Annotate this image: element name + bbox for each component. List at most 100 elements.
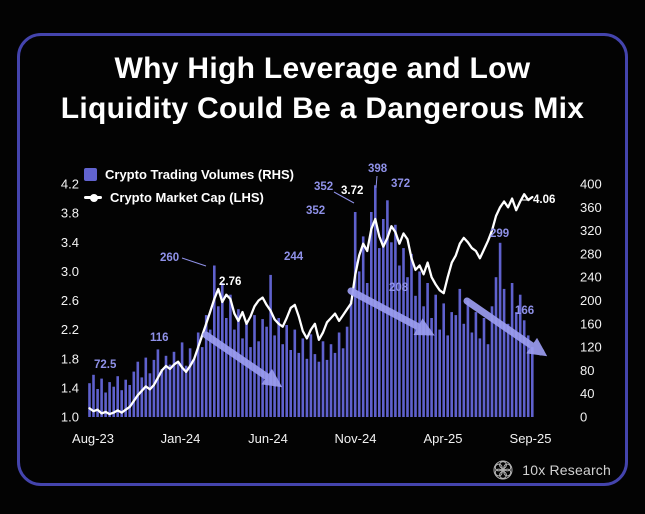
volume-bar — [357, 271, 361, 417]
volume-bar — [116, 376, 119, 417]
volume-bar — [514, 312, 518, 417]
volume-bar — [188, 348, 192, 417]
volume-bar — [398, 265, 401, 417]
right-axis-tick: 200 — [580, 293, 602, 308]
volume-bar — [470, 332, 474, 417]
left-axis-tick: 2.2 — [61, 322, 79, 337]
volume-bar — [333, 352, 337, 417]
line-swatch-icon — [84, 193, 102, 202]
volume-bar — [317, 361, 321, 417]
volume-bar — [305, 358, 309, 418]
volume-bar — [466, 300, 470, 417]
volume-bar — [406, 277, 409, 417]
volume-bar — [176, 361, 180, 417]
volume-bar — [241, 338, 244, 417]
volume-bar — [277, 318, 280, 417]
volume-bar — [289, 350, 292, 417]
volume-bar — [345, 326, 349, 417]
volume-bar — [361, 236, 365, 417]
annotation-leader-line — [375, 175, 378, 189]
volume-bar — [402, 248, 405, 417]
volume-bar — [245, 323, 248, 417]
page-title-line-2: Liquidity Could Be a Dangerous Mix — [60, 92, 585, 125]
right-axis-tick: 400 — [580, 177, 602, 192]
volume-bar — [353, 212, 357, 417]
x-axis-tick: Apr-25 — [423, 431, 462, 446]
left-axis-tick: 1.8 — [61, 351, 79, 366]
bar-swatch-icon — [84, 168, 97, 181]
volume-bar — [494, 277, 498, 417]
volume-bar — [104, 392, 107, 417]
left-axis-tick: 2.6 — [61, 293, 79, 308]
volume-bar — [208, 329, 212, 417]
volume-bar — [281, 344, 284, 417]
right-axis-tick: 320 — [580, 223, 602, 238]
annotation-label: 3.72 — [341, 185, 363, 197]
page-title-line-1: Why High Leverage and Low — [114, 52, 531, 85]
volume-bar — [96, 389, 99, 417]
x-axis-tick: Nov-24 — [335, 431, 377, 446]
legend-label-volumes: Crypto Trading Volumes (RHS) — [105, 167, 294, 182]
volume-bar — [526, 335, 530, 417]
volume-bar — [257, 341, 260, 417]
annotation-leader-line — [181, 257, 207, 267]
volume-bar — [156, 349, 160, 417]
volume-bar — [506, 323, 510, 417]
volume-bar — [426, 283, 429, 417]
volume-bar — [293, 329, 297, 417]
volume-bar — [422, 306, 425, 417]
trend-arrow — [463, 297, 548, 357]
volume-bar — [498, 242, 502, 417]
annotation-label: 398 — [368, 163, 388, 175]
volume-bar — [261, 319, 264, 417]
volume-bar — [329, 344, 333, 417]
volume-bar — [100, 378, 103, 417]
volume-bar — [309, 334, 313, 417]
volume-bar — [196, 332, 200, 417]
annotation-label: 352 — [306, 205, 325, 217]
brand-name: 10x Research — [522, 462, 611, 478]
annotation-label: 372 — [391, 178, 410, 190]
legend-item-market-cap: Crypto Market Cap (LHS) — [84, 190, 294, 205]
left-axis-tick: 4.2 — [61, 177, 79, 192]
volume-bar — [442, 303, 445, 417]
annotation-label: 352 — [314, 181, 333, 193]
volume-bar — [120, 390, 123, 417]
volume-bar — [518, 294, 522, 417]
volume-bar — [349, 300, 353, 417]
tenx-research-logo-icon — [493, 460, 513, 480]
volume-bar — [237, 309, 240, 417]
volume-bar — [430, 318, 433, 417]
right-axis-tick: 40 — [580, 386, 594, 401]
volume-bar — [108, 382, 111, 417]
volume-bar — [200, 347, 204, 417]
annotation-label: 116 — [150, 332, 169, 344]
annotation-label: 244 — [284, 251, 304, 263]
right-axis-tick: 360 — [580, 200, 602, 215]
x-axis-tick: Jan-24 — [161, 431, 201, 446]
annotation-label: 166 — [515, 305, 534, 317]
chart-legend: Crypto Trading Volumes (RHS) Crypto Mark… — [84, 167, 294, 205]
legend-label-marketcap: Crypto Market Cap (LHS) — [110, 190, 264, 205]
volume-bar — [313, 354, 317, 417]
right-axis-tick: 160 — [580, 316, 602, 331]
volume-bar — [462, 323, 466, 417]
volume-bar — [474, 312, 478, 417]
x-axis-tick: Jun-24 — [248, 431, 288, 446]
volume-bar — [112, 386, 115, 417]
volume-bar — [217, 306, 220, 417]
trend-arrow — [347, 287, 435, 336]
volume-bar — [418, 271, 421, 417]
volume-bar — [172, 351, 176, 417]
left-axis-ticks: 4.2 3.8 3.4 3.0 2.6 2.2 1.8 1.4 1.0 — [61, 177, 79, 425]
volume-bar — [482, 318, 486, 417]
right-axis-tick: 280 — [580, 246, 602, 261]
right-axis-tick: 120 — [580, 340, 602, 355]
volume-bar — [124, 379, 127, 417]
trend-arrow — [202, 331, 283, 388]
annotation-label: 299 — [490, 228, 509, 240]
volume-bar — [132, 371, 136, 417]
brand: 10x Research — [492, 459, 611, 481]
market-cap-line — [88, 193, 534, 416]
